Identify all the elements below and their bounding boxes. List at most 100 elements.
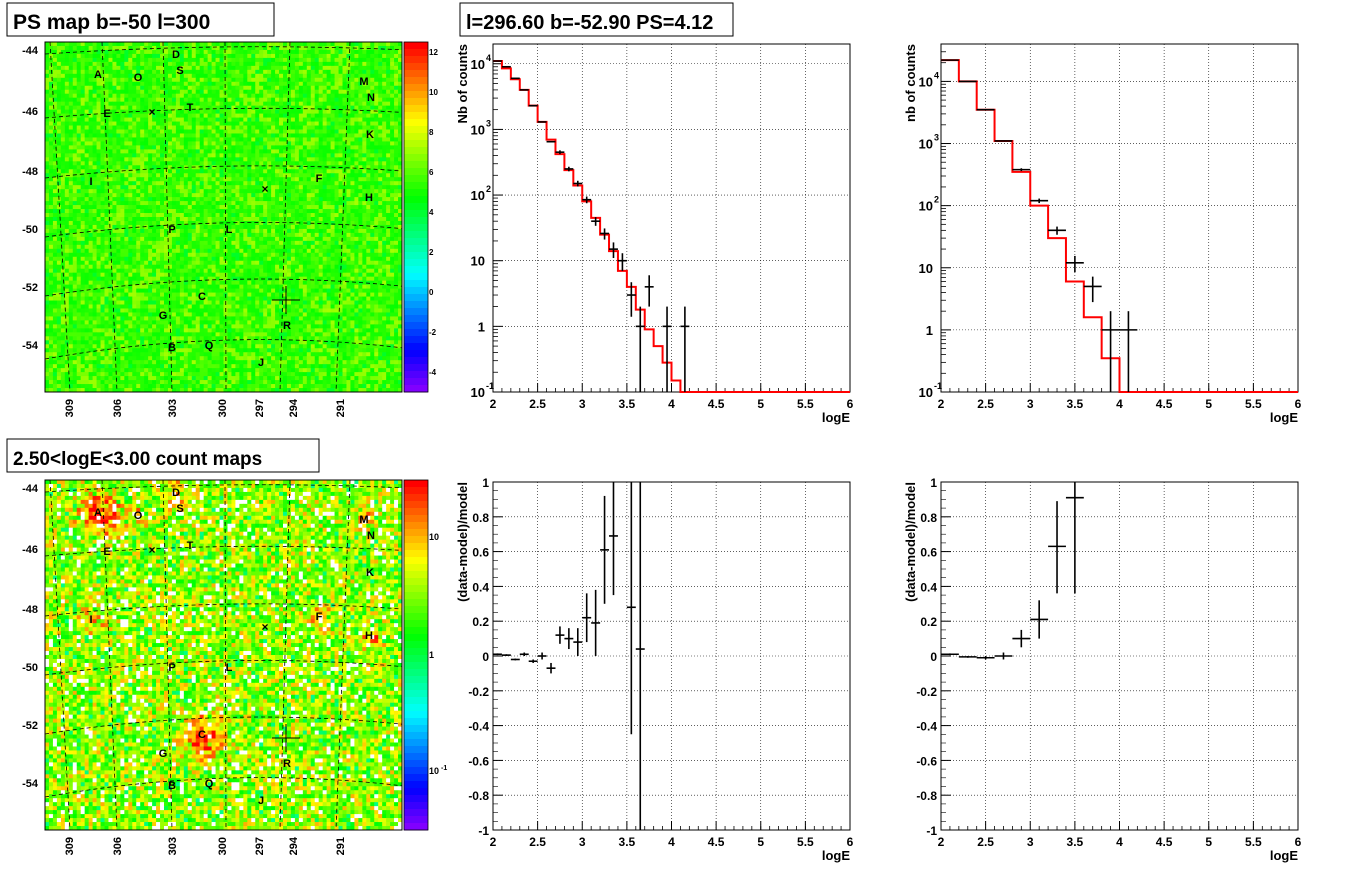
ps-map-pixel: [310, 141, 316, 146]
ps-map-pixel: [116, 256, 121, 262]
ps-map-pixel: [76, 209, 82, 214]
ps-map-pixel: [195, 65, 201, 71]
ps-map-pixel: [187, 228, 193, 234]
ps-map-pixel: [366, 153, 371, 158]
ps-map-pixel: [263, 240, 268, 246]
ps-map-pixel: [219, 240, 224, 246]
ps-map-pixel: [132, 232, 137, 238]
ps-map-pixel: [156, 93, 161, 99]
ps-map-pixel: [104, 105, 109, 111]
ps-map-pixel: [52, 49, 58, 55]
ps-map-pixel: [52, 201, 58, 206]
ps-map-pixel: [267, 49, 272, 55]
ps-map-pixel: [378, 65, 383, 71]
ps-map-pixel: [290, 57, 296, 63]
ps-map-pixel: [275, 61, 280, 67]
ps-map-pixel: [219, 125, 224, 130]
ps-map-pixel: [314, 145, 320, 150]
ps-map-pixel: [398, 101, 403, 107]
ps-map-pixel: [223, 61, 228, 67]
ps-map-pixel: [76, 185, 82, 190]
ps-map-pixel: [52, 129, 58, 134]
ps-map-pixel: [306, 185, 312, 190]
ps-map-pixel: [310, 153, 316, 158]
ps-map-pixel: [183, 248, 189, 254]
ps-map-pixel: [267, 61, 272, 67]
ps-map-pixel: [322, 205, 328, 210]
ps-map-pixel: [167, 129, 173, 134]
ps-map-pixel: [314, 121, 320, 126]
ps-map-pixel: [374, 217, 379, 222]
ps-map-pixel: [310, 201, 316, 206]
ps-map-pixel: [390, 133, 395, 138]
ps-map-pixel: [354, 77, 359, 83]
ps-map-pixel: [354, 185, 359, 190]
ps-map-pixel: [318, 42, 324, 47]
ps-map-pixel: [330, 85, 335, 91]
ps-map-pixel: [207, 201, 212, 206]
ps-map-pixel: [60, 49, 66, 55]
ps-map-pixel: [386, 117, 391, 122]
ps-map-pixel: [350, 81, 355, 87]
ps-map-pixel: [100, 81, 105, 87]
ps-map-pixel: [207, 157, 212, 162]
ps-map-pixel: [294, 109, 300, 114]
ps-map-pixel: [80, 45, 86, 51]
ps-map-pixel: [128, 121, 133, 126]
ps-map-pixel: [199, 177, 205, 182]
ps-map-pixel: [398, 133, 403, 138]
ps-map-pixel: [298, 248, 304, 254]
ps-map-pixel: [259, 181, 264, 186]
ps-map-pixel: [370, 209, 375, 214]
ps-map-pixel: [68, 129, 74, 134]
ps-map-pixel: [259, 165, 264, 170]
ps-map-pixel: [255, 101, 260, 107]
ps-map-pixel: [290, 101, 296, 107]
ps-map-pixel: [132, 145, 137, 150]
ps-map-pixel: [187, 133, 193, 138]
ps-map-pixel: [179, 137, 185, 142]
ps-map-pixel: [310, 157, 316, 162]
ps-map-pixel: [267, 145, 272, 150]
ps-map-pixel: [386, 45, 391, 51]
ps-map-pixel: [156, 85, 161, 91]
ps-map-pixel: [358, 153, 363, 158]
ps-map-pixel: [72, 185, 78, 190]
ps-map-pixel: [96, 169, 101, 174]
ps-map-pixel: [322, 177, 328, 182]
ps-map-pixel: [108, 201, 113, 206]
ps-map-pixel: [215, 145, 220, 150]
ps-map-pixel: [80, 228, 86, 234]
ps-map-pixel: [330, 145, 335, 150]
ps-map-pixel: [203, 228, 209, 234]
ps-map-pixel: [243, 189, 248, 194]
ps-map-pixel: [148, 232, 153, 238]
ps-map-pixel: [60, 157, 66, 162]
ps-map-pixel: [346, 193, 351, 198]
ps-map-pixel: [84, 157, 90, 162]
ps-map-pixel: [64, 69, 70, 75]
ps-map-pixel: [108, 105, 113, 111]
ps-map-pixel: [251, 57, 256, 63]
ps-map-pixel: [128, 117, 133, 122]
ps-map-pixel: [88, 89, 93, 95]
ps-map-pixel: [88, 153, 93, 158]
ps-map-pixel: [354, 49, 359, 55]
ps-map-pixel: [211, 93, 216, 99]
ps-map-pixel: [191, 117, 197, 122]
ps-map-pixel: [306, 141, 312, 146]
ps-map-pixel: [215, 197, 220, 202]
ps-map-pixel: [294, 105, 300, 111]
ps-map-pixel: [136, 101, 141, 107]
ps-map-pixel: [374, 125, 379, 130]
ps-map-pixel: [386, 161, 391, 166]
ps-map-pixel: [346, 256, 351, 262]
ps-map-pixel: [48, 73, 54, 79]
ps-map-pixel: [144, 129, 149, 134]
ps-map-pixel: [68, 45, 74, 51]
ps-map-pixel: [207, 248, 212, 254]
ps-map-pixel: [45, 57, 50, 63]
ps-map-pixel: [302, 228, 308, 234]
ps-map-pixel: [382, 125, 387, 130]
ps-map-pixel: [386, 69, 391, 75]
